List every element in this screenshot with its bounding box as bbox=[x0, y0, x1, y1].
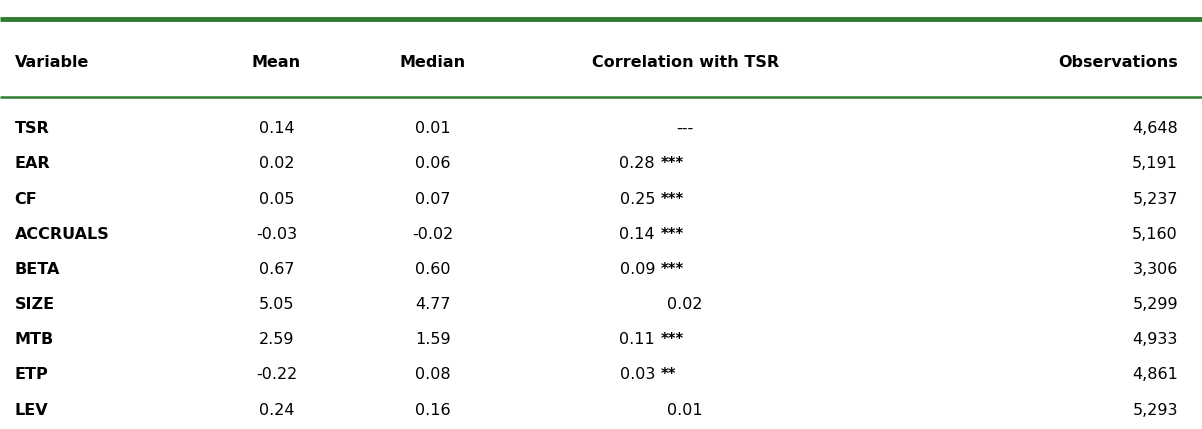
Text: ***: *** bbox=[661, 227, 684, 242]
Text: Observations: Observations bbox=[1058, 55, 1178, 69]
Text: 0.14: 0.14 bbox=[619, 227, 655, 242]
Text: 5,237: 5,237 bbox=[1132, 192, 1178, 206]
Text: 0.01: 0.01 bbox=[415, 121, 451, 136]
Text: 3,306: 3,306 bbox=[1132, 262, 1178, 277]
Text: 5,191: 5,191 bbox=[1132, 157, 1178, 171]
Text: -0.02: -0.02 bbox=[412, 227, 453, 242]
Text: Median: Median bbox=[399, 55, 466, 69]
Text: TSR: TSR bbox=[14, 121, 49, 136]
Text: Variable: Variable bbox=[14, 55, 89, 69]
Text: 5,299: 5,299 bbox=[1132, 297, 1178, 312]
Text: 1.59: 1.59 bbox=[415, 332, 451, 347]
Text: ACCRUALS: ACCRUALS bbox=[14, 227, 109, 242]
Text: **: ** bbox=[661, 368, 677, 382]
Text: BETA: BETA bbox=[14, 262, 60, 277]
Text: CF: CF bbox=[14, 192, 37, 206]
Text: 0.08: 0.08 bbox=[415, 368, 451, 382]
Text: 0.60: 0.60 bbox=[415, 262, 451, 277]
Text: ---: --- bbox=[677, 121, 694, 136]
Text: 0.02: 0.02 bbox=[667, 297, 703, 312]
Text: Correlation with TSR: Correlation with TSR bbox=[591, 55, 779, 69]
Text: ***: *** bbox=[661, 262, 684, 277]
Text: ***: *** bbox=[661, 157, 684, 171]
Text: 4.77: 4.77 bbox=[415, 297, 451, 312]
Text: 0.24: 0.24 bbox=[258, 403, 294, 417]
Text: 0.11: 0.11 bbox=[619, 332, 655, 347]
Text: 5,293: 5,293 bbox=[1132, 403, 1178, 417]
Text: 0.03: 0.03 bbox=[620, 368, 655, 382]
Text: 4,648: 4,648 bbox=[1132, 121, 1178, 136]
Text: 0.09: 0.09 bbox=[619, 262, 655, 277]
Text: -0.22: -0.22 bbox=[256, 368, 297, 382]
Text: 0.06: 0.06 bbox=[415, 157, 451, 171]
Text: 0.16: 0.16 bbox=[415, 403, 451, 417]
Text: 0.25: 0.25 bbox=[619, 192, 655, 206]
Text: 0.14: 0.14 bbox=[258, 121, 294, 136]
Text: 4,861: 4,861 bbox=[1132, 368, 1178, 382]
Text: MTB: MTB bbox=[14, 332, 54, 347]
Text: 0.02: 0.02 bbox=[258, 157, 294, 171]
Text: -0.03: -0.03 bbox=[256, 227, 297, 242]
Text: 5,160: 5,160 bbox=[1132, 227, 1178, 242]
Text: Mean: Mean bbox=[252, 55, 300, 69]
Text: LEV: LEV bbox=[14, 403, 48, 417]
Text: 0.67: 0.67 bbox=[258, 262, 294, 277]
Text: ***: *** bbox=[661, 192, 684, 206]
Text: 5.05: 5.05 bbox=[258, 297, 294, 312]
Text: ***: *** bbox=[661, 332, 684, 347]
Text: SIZE: SIZE bbox=[14, 297, 54, 312]
Text: 2.59: 2.59 bbox=[258, 332, 294, 347]
Text: 0.07: 0.07 bbox=[415, 192, 451, 206]
Text: 0.05: 0.05 bbox=[258, 192, 294, 206]
Text: EAR: EAR bbox=[14, 157, 50, 171]
Text: ETP: ETP bbox=[14, 368, 48, 382]
Text: 0.28: 0.28 bbox=[619, 157, 655, 171]
Text: 0.01: 0.01 bbox=[667, 403, 703, 417]
Text: 4,933: 4,933 bbox=[1132, 332, 1178, 347]
